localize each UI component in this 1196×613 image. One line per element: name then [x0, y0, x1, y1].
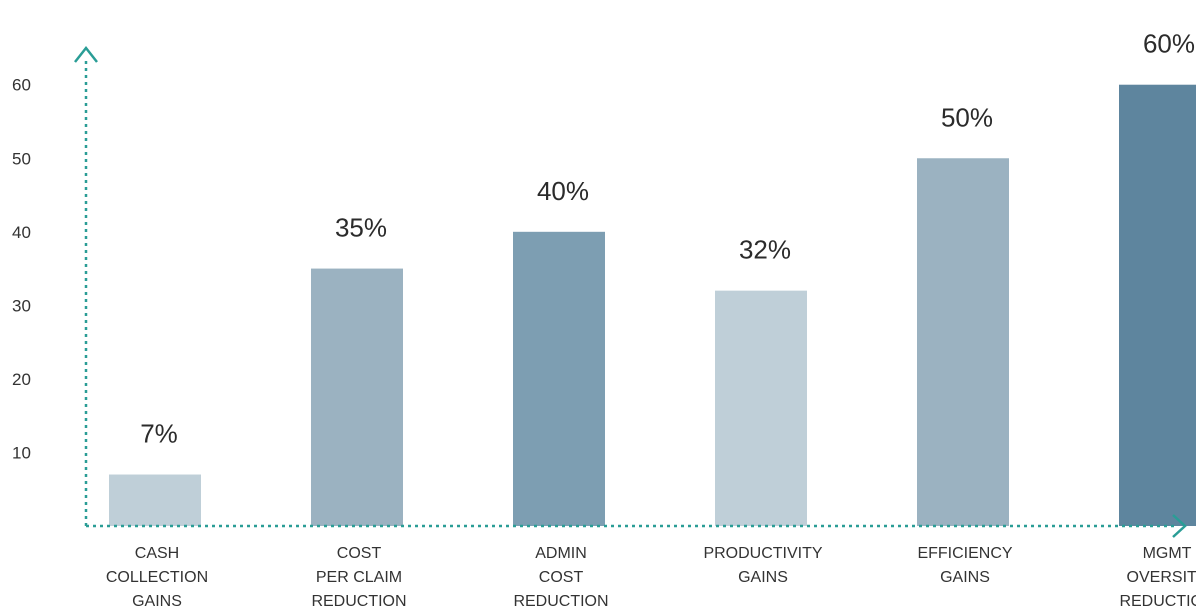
- y-tick-label-10: 10: [12, 443, 31, 462]
- y-tick-label-40: 40: [12, 223, 31, 242]
- data-label-4: 50%: [941, 102, 993, 132]
- bar-3: [715, 290, 807, 526]
- bars-group: [109, 84, 1196, 527]
- y-axis-arrow-icon: [74, 45, 98, 63]
- category-label-2: ADMIN COST REDUCTION: [513, 545, 608, 610]
- y-ticks-group: 10 20 30 40 50 60: [12, 76, 31, 463]
- y-tick-label-50: 50: [12, 149, 31, 168]
- y-tick-label-30: 30: [12, 296, 31, 315]
- data-label-1: 35%: [335, 213, 387, 243]
- y-tick-label-60: 60: [12, 76, 31, 95]
- x-axis-arrow-icon: [1172, 514, 1187, 538]
- category-label-4: EFFICIENCY GAINS: [917, 545, 1012, 586]
- bar-4: [917, 158, 1009, 527]
- axes-group: [74, 45, 1187, 538]
- data-labels-group: 7% 35% 40% 32% 50% 60%: [140, 29, 1195, 449]
- data-label-0: 7%: [140, 419, 178, 449]
- data-label-2: 40%: [537, 176, 589, 206]
- y-tick-label-20: 20: [12, 370, 31, 389]
- bar-0: [109, 474, 201, 526]
- data-label-3: 32%: [739, 235, 791, 265]
- category-label-5: MGMTOVERSITEREDUCTION: [1119, 545, 1196, 610]
- bar-1: [311, 268, 403, 526]
- bar-5: [1119, 84, 1196, 526]
- category-label-1: COST PER CLAIM REDUCTION: [311, 545, 406, 610]
- category-label-0: CASH COLLECTION GAINS: [106, 545, 208, 610]
- data-label-5: 60%: [1143, 29, 1195, 59]
- category-labels-group: CASH COLLECTION GAINS COST PER CLAIM REDUCTIO…: [106, 545, 1196, 610]
- category-label-3: PRODUCTIVITY GAINS: [703, 545, 822, 586]
- bar-2: [513, 231, 605, 526]
